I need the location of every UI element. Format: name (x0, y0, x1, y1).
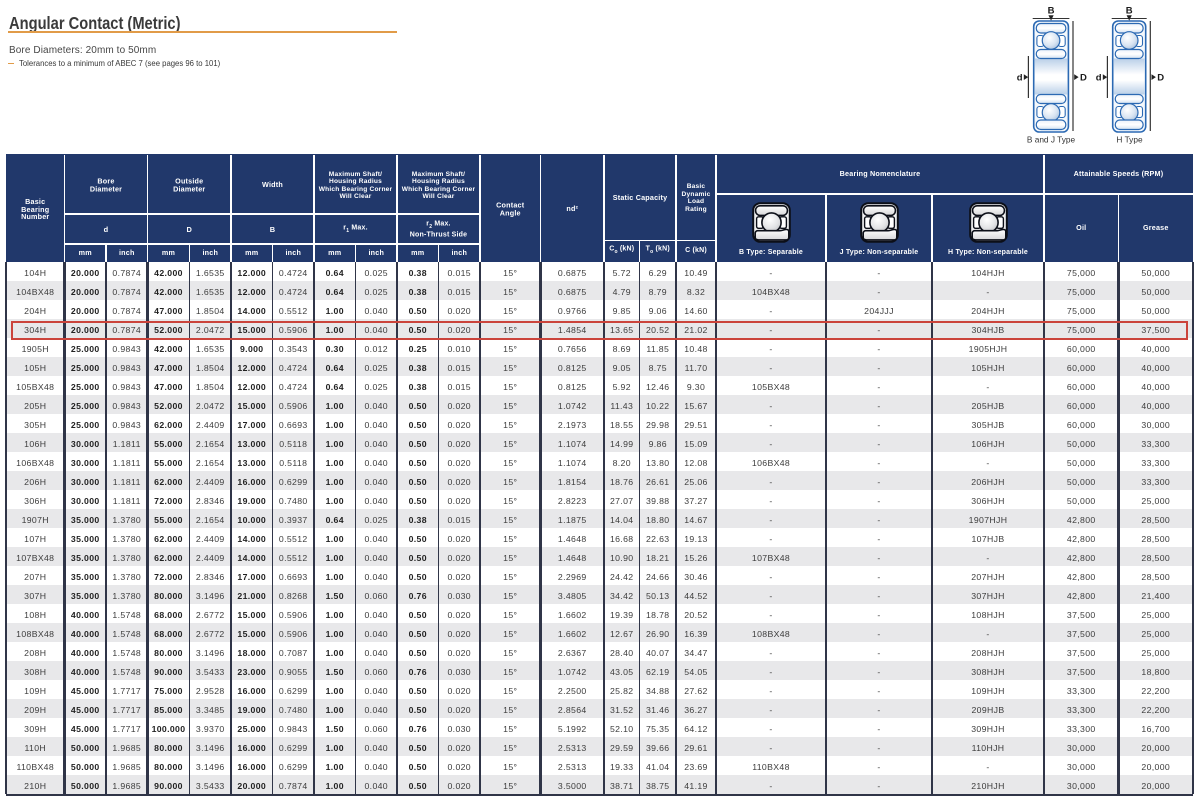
svg-text:D: D (1157, 73, 1164, 84)
svg-text:B and J Type: B and J Type (1027, 135, 1076, 145)
svg-text:d: d (1096, 73, 1102, 84)
svg-text:H Type: H Type (1116, 135, 1143, 145)
svg-text:B: B (1126, 6, 1133, 17)
svg-text:B: B (1048, 6, 1055, 17)
svg-text:D: D (1080, 73, 1087, 84)
svg-text:d: d (1017, 73, 1023, 84)
